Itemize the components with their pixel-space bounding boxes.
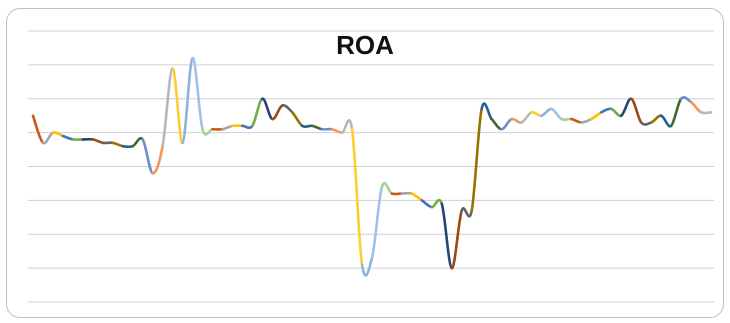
- line-segment: [410, 192, 424, 202]
- line-segment: [659, 114, 673, 128]
- line-segment: [480, 102, 493, 121]
- line-segment: [600, 107, 613, 114]
- line-segment: [330, 127, 344, 134]
- line-segment: [570, 117, 583, 124]
- line-segment: [639, 121, 653, 126]
- line-segment: [151, 144, 164, 175]
- line-segment: [241, 124, 254, 130]
- line-segment: [61, 134, 75, 141]
- line-segment: [590, 111, 603, 121]
- line-segment: [121, 144, 135, 149]
- line-segment: [131, 137, 144, 148]
- line-segment: [91, 138, 105, 145]
- line-segment: [420, 199, 434, 209]
- line-segment: [171, 66, 184, 145]
- line-segment: [649, 114, 663, 124]
- line-segment: [530, 110, 543, 117]
- line-segment: [440, 202, 454, 270]
- line-segment: [221, 124, 234, 131]
- line-segment: [191, 56, 204, 131]
- line-segment: [490, 117, 503, 131]
- line-segment: [629, 97, 643, 124]
- line-segment: [609, 107, 623, 118]
- line-segment: [310, 124, 324, 131]
- line-segment: [540, 107, 553, 117]
- line-segment: [201, 127, 214, 136]
- line-segment: [390, 192, 404, 196]
- line-segment: [360, 256, 374, 277]
- line-segment: [450, 209, 464, 270]
- line-segment: [550, 107, 563, 121]
- line-segment: [510, 117, 523, 124]
- line-segment: [300, 124, 314, 129]
- line-segment: [111, 141, 125, 148]
- series-line: [31, 56, 713, 277]
- line-segment: [280, 104, 294, 114]
- chart-title: ROA: [336, 30, 394, 60]
- gridlines: [28, 30, 714, 303]
- line-segment: [500, 117, 513, 131]
- line-segment: [270, 104, 284, 121]
- line-segment: [161, 66, 174, 148]
- line-segment: [41, 131, 55, 145]
- line-segment: [290, 111, 304, 128]
- line-segment: [261, 97, 274, 121]
- line-segment: [400, 191, 414, 195]
- line-segment: [350, 127, 364, 267]
- line-segment: [669, 97, 683, 128]
- line-segment: [430, 198, 444, 209]
- line-segment: [31, 114, 45, 145]
- line-segment: [619, 97, 633, 117]
- line-segment: [679, 96, 693, 104]
- line-segment: [181, 56, 194, 145]
- line-segment: [251, 97, 264, 128]
- line-segment: [520, 111, 533, 124]
- line-segment: [689, 100, 703, 114]
- line-segment: [470, 107, 483, 212]
- line-segment: [370, 185, 384, 260]
- chart-frame: [6, 8, 724, 318]
- line-segment: [141, 138, 154, 175]
- line-segment: [380, 181, 394, 195]
- line-segment: [340, 119, 354, 134]
- line-segment: [560, 117, 573, 122]
- line-segment: [699, 111, 713, 115]
- line-segment: [460, 207, 474, 218]
- line-segment: [580, 117, 593, 124]
